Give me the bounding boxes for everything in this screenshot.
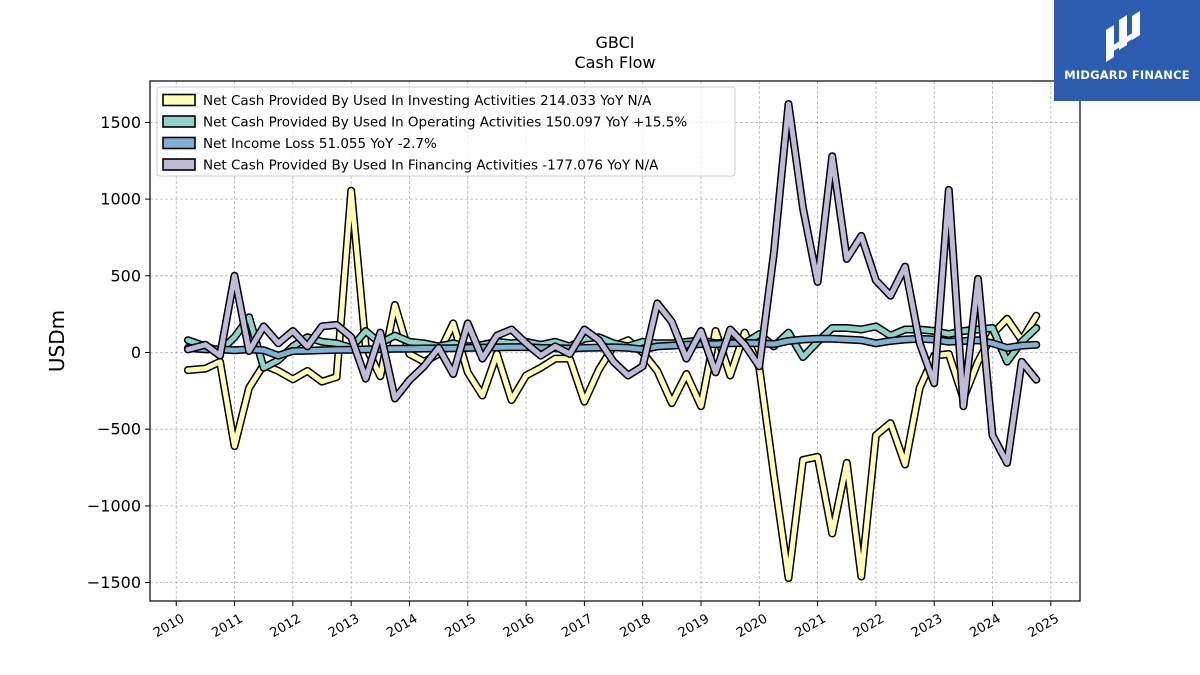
y-tick-label: −1500 <box>87 573 141 592</box>
x-tick-label: 2020 <box>734 611 770 641</box>
legend: Net Cash Provided By Used In Investing A… <box>156 86 736 177</box>
x-tick-label: 2016 <box>501 611 537 641</box>
series-3 <box>183 100 1041 467</box>
legend-swatch <box>162 158 196 171</box>
y-tick-label: 1500 <box>100 113 141 132</box>
series-line <box>185 101 1039 466</box>
legend-label: Net Income Loss 51.055 YoY -2.7% <box>203 136 437 152</box>
y-tick-label: −500 <box>97 420 141 439</box>
legend-label: Net Cash Provided By Used In Operating A… <box>203 115 687 131</box>
legend-swatch <box>162 93 196 107</box>
brand-mark-icon <box>1106 11 1140 62</box>
legend-label: Net Cash Provided By Used In Financing A… <box>203 158 659 174</box>
y-tick-label: 0 <box>131 343 141 362</box>
y-tick-label: 1000 <box>100 190 141 209</box>
x-tick-label: 2014 <box>384 611 420 641</box>
legend-swatch <box>162 115 196 128</box>
y-axis-label: USDm <box>45 310 69 372</box>
series-2 <box>183 334 1041 360</box>
x-tick-label: 2010 <box>151 611 187 641</box>
x-tick-label: 2025 <box>1026 611 1062 641</box>
x-tick-label: 2018 <box>618 611 654 641</box>
x-tick-label: 2017 <box>559 611 595 641</box>
x-tick-label: 2013 <box>326 611 362 641</box>
x-tick-label: 2015 <box>443 611 479 641</box>
series-0 <box>183 186 1041 582</box>
x-tick-label: 2024 <box>967 611 1003 641</box>
y-tick-label: 500 <box>110 266 141 285</box>
chart-subtitle: Cash Flow <box>574 53 655 72</box>
y-tick-label: −1000 <box>87 496 141 515</box>
plot-frame <box>149 80 1081 602</box>
x-tick-label: 2021 <box>792 611 828 641</box>
legend-box <box>156 86 736 177</box>
series-line <box>185 336 1039 359</box>
chart-title: GBCI <box>596 33 635 52</box>
series-layer <box>183 100 1041 582</box>
brand-name: MIDGARD FINANCE <box>1064 68 1190 82</box>
y-axis: −1500 −1000 −500 0 500 1000 1500 <box>87 113 150 592</box>
series-line <box>185 188 1039 581</box>
x-tick-label: 2012 <box>268 611 304 641</box>
x-tick-label: 2011 <box>209 611 245 641</box>
legend-swatch <box>162 136 196 150</box>
x-axis: 2010 2011 2012 2013 2014 2015 2016 2017 2018 2019… <box>151 601 1062 641</box>
x-tick-label: 2019 <box>676 611 712 641</box>
series-line-outline <box>183 186 1041 582</box>
x-tick-label: 2022 <box>851 611 887 641</box>
legend-label: Net Cash Provided By Used In Investing A… <box>203 93 652 109</box>
brand-logo: MIDGARD FINANCE <box>1054 0 1200 101</box>
x-tick-label: 2023 <box>909 611 945 641</box>
